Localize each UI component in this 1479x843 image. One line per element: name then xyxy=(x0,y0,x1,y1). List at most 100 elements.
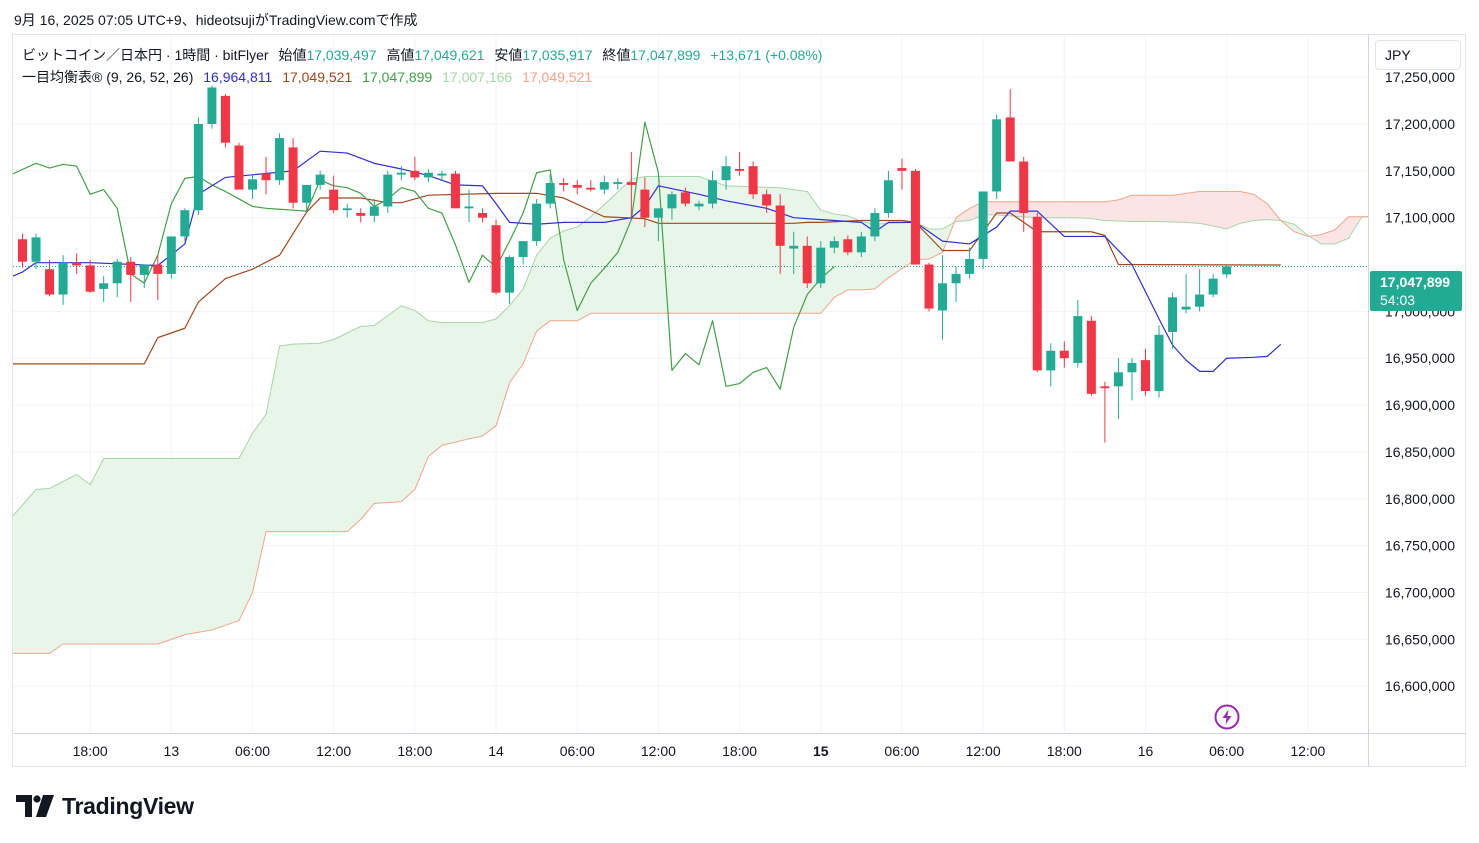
flash-icon[interactable] xyxy=(1214,704,1240,730)
candle-body xyxy=(856,236,866,253)
candle-body xyxy=(329,189,339,211)
candle-body xyxy=(1195,294,1205,307)
candle-body xyxy=(572,184,582,188)
candle-body xyxy=(599,182,609,190)
price-tick-label: 16,600,000 xyxy=(1385,678,1455,694)
candle-body xyxy=(342,208,352,211)
candle xyxy=(261,156,271,195)
candle xyxy=(193,117,203,215)
candle xyxy=(423,168,433,183)
time-tick-label: 12:00 xyxy=(316,743,351,759)
candle xyxy=(1181,273,1191,314)
time-tick-label: 12:00 xyxy=(966,743,1001,759)
candle-body xyxy=(1222,266,1232,275)
candle-body xyxy=(532,203,542,242)
candle-body xyxy=(207,87,217,125)
chikou-line xyxy=(13,121,835,390)
indicator-name[interactable]: 一目均衡表® (9, 26, 52, 26) xyxy=(22,69,194,85)
tradingview-logo[interactable]: TradingView xyxy=(16,793,194,819)
price-tick-label: 17,200,000 xyxy=(1385,116,1455,132)
candle-body xyxy=(829,241,839,248)
candle xyxy=(735,152,745,176)
candle xyxy=(450,170,460,209)
candle-body xyxy=(910,170,920,265)
candle xyxy=(802,236,812,288)
candle xyxy=(748,161,758,199)
candle-body xyxy=(1005,117,1015,162)
axes: 17,250,000 17,200,000 17,150,000 17,100,000… xyxy=(13,35,1466,767)
candle-body xyxy=(1181,306,1191,310)
legend-high-label: 高値 xyxy=(386,47,415,63)
legend-open-label: 始値 xyxy=(278,47,307,63)
candle-body xyxy=(193,124,203,211)
time-tick-label: 06:00 xyxy=(235,743,270,759)
candle-body xyxy=(491,225,501,293)
candle xyxy=(1032,213,1042,373)
candle xyxy=(329,175,339,214)
candle xyxy=(978,191,988,270)
candle xyxy=(545,174,555,209)
candle-body xyxy=(1208,278,1218,295)
candle-body xyxy=(302,184,312,203)
cloud-bullish xyxy=(1280,220,1312,238)
candle xyxy=(789,231,799,274)
candle xyxy=(220,94,230,148)
legend-symbol[interactable]: ビットコイン／日本円 · 1時間 · bitFlyer xyxy=(22,47,269,63)
time-tick-label: 13 xyxy=(164,743,180,759)
candle-body xyxy=(559,183,569,185)
last-price: 17,047,899 xyxy=(1380,274,1451,290)
legend-close: 17,047,899 xyxy=(630,47,701,63)
candle xyxy=(18,233,27,268)
candle xyxy=(599,175,609,195)
candle-body xyxy=(965,258,975,274)
candle xyxy=(478,208,488,223)
candle-body xyxy=(545,183,555,204)
currency-button[interactable]: JPY xyxy=(1375,40,1461,70)
candle xyxy=(1100,381,1110,443)
chart-frame[interactable] xyxy=(12,34,1466,767)
candle-body xyxy=(721,166,731,181)
candle xyxy=(437,170,447,181)
candle xyxy=(965,247,975,279)
candle xyxy=(708,170,718,209)
candle xyxy=(99,275,109,303)
candle xyxy=(85,259,95,293)
candle-body xyxy=(1100,386,1110,389)
price-tick-label: 16,900,000 xyxy=(1385,397,1455,413)
candle xyxy=(1059,341,1069,368)
time-tick-label: 06:00 xyxy=(1209,743,1244,759)
candle xyxy=(31,233,41,270)
candle-body xyxy=(423,172,433,178)
candle-body xyxy=(437,173,447,176)
cloud-bearish xyxy=(1311,216,1362,244)
candle xyxy=(342,203,352,218)
candle xyxy=(234,142,244,190)
candle xyxy=(126,257,136,303)
candle xyxy=(653,208,663,242)
time-tick-label: 12:00 xyxy=(641,743,676,759)
candle-body xyxy=(248,179,258,190)
candle xyxy=(139,264,149,288)
candle xyxy=(1086,316,1096,396)
candle-body xyxy=(694,203,704,207)
cloud-bullish xyxy=(13,176,957,654)
candle xyxy=(1222,264,1232,278)
ind-span-b-value: 17,049,521 xyxy=(522,69,593,85)
candle-body xyxy=(112,261,122,284)
candle xyxy=(383,170,393,214)
candle xyxy=(992,114,1002,199)
candle-body xyxy=(951,273,961,284)
candle xyxy=(464,189,474,223)
candle xyxy=(910,168,920,265)
candle xyxy=(288,138,298,209)
candle xyxy=(72,253,82,274)
tradingview-logo-text: TradingView xyxy=(62,792,194,819)
time-tick-label: 14 xyxy=(488,743,504,759)
candle-body xyxy=(180,210,190,237)
candle-body xyxy=(802,245,812,284)
candle-body xyxy=(315,174,325,185)
candle-body xyxy=(464,206,474,209)
candle xyxy=(1046,343,1056,387)
legend-close-label: 終値 xyxy=(602,47,631,63)
